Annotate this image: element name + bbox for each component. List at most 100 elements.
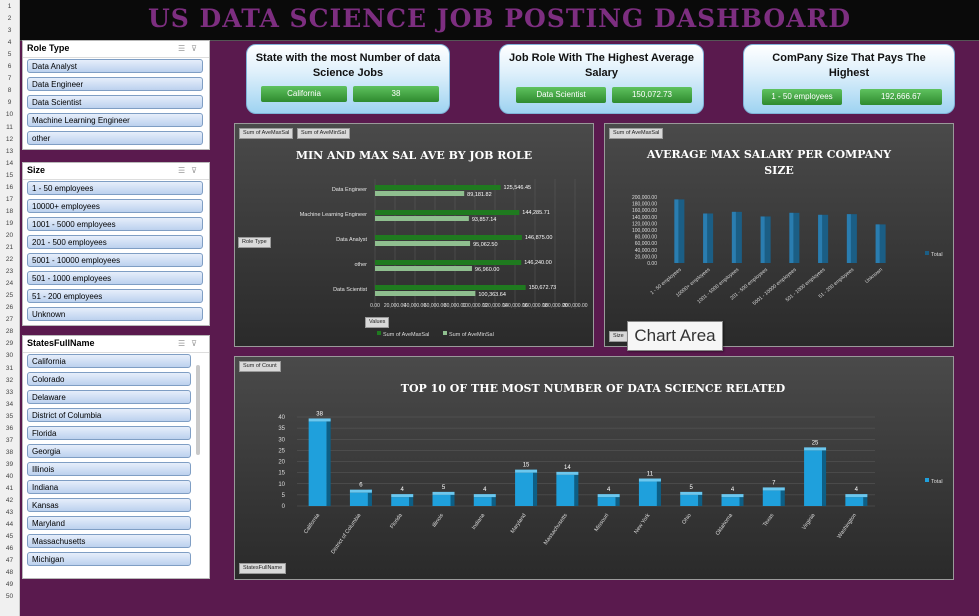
slicer-item[interactable]: Illinois	[27, 462, 191, 476]
field-button[interactable]: Sum of AveMaxSal	[609, 128, 664, 139]
clear-filter-icon[interactable]: ⊽	[191, 44, 203, 53]
chart-top-states[interactable]: TOP 10 OF THE MOST NUMBER OF DATA SCIENC…	[234, 356, 954, 580]
slicer-item[interactable]: Unknown	[27, 307, 203, 321]
clear-filter-icon[interactable]: ⊽	[191, 339, 203, 348]
column-bar[interactable]	[731, 211, 742, 263]
bar-max-salary[interactable]	[375, 235, 522, 240]
data-label: 14	[564, 465, 571, 471]
slicer-item[interactable]: Maryland	[27, 516, 191, 530]
row-number: 39	[5, 460, 14, 468]
bar-min-salary[interactable]	[375, 216, 469, 221]
y-tick-label: 200,000.00	[632, 195, 657, 201]
x-tick-label: 40,000.00	[404, 303, 426, 309]
slicer-item[interactable]: 10000+ employees	[27, 199, 203, 213]
row-number: 41	[5, 485, 14, 492]
column-bar[interactable]	[703, 213, 714, 264]
bar-max-salary[interactable]	[375, 285, 526, 290]
slicer-item[interactable]: Indiana	[27, 480, 191, 494]
column-bar[interactable]	[674, 199, 685, 263]
chart-company-size-salary[interactable]: AVERAGE MAX SALARY PER COMPANY SIZE 0.00 20…	[604, 123, 954, 347]
data-label: 4	[401, 487, 405, 493]
column-bar[interactable]	[789, 212, 800, 263]
row-number: 37	[5, 436, 14, 444]
column-bar[interactable]	[818, 214, 829, 263]
data-label: 25	[812, 440, 819, 446]
column-bar[interactable]	[680, 494, 699, 506]
column-bar[interactable]	[845, 497, 864, 506]
column-bar[interactable]	[473, 497, 492, 506]
data-label: 146,875.00	[525, 235, 553, 241]
slicer-item[interactable]: other	[27, 131, 203, 145]
column-bar[interactable]	[308, 421, 327, 506]
states-slicer[interactable]: StatesFullName ☰⊽ California Colorado Dela…	[22, 335, 210, 579]
column-bar[interactable]	[556, 474, 575, 506]
slicer-item[interactable]: 501 - 1000 employees	[27, 271, 203, 285]
column-bar[interactable]	[875, 224, 886, 263]
slicer-item[interactable]: District of Columbia	[27, 408, 191, 422]
multi-select-icon[interactable]: ☰	[177, 339, 192, 348]
bar-min-salary[interactable]	[375, 266, 472, 271]
column-bar-top	[804, 447, 827, 451]
field-button[interactable]: Sum of Count	[239, 361, 281, 372]
slicer-item[interactable]: Data Engineer	[27, 77, 203, 91]
column-bar[interactable]	[349, 492, 368, 506]
multi-select-icon[interactable]: ☰	[177, 44, 192, 53]
slicer-item[interactable]: Massachusetts	[27, 534, 191, 548]
column-bar-highlight	[674, 199, 679, 263]
axis-field-button[interactable]: StatesFullName	[239, 563, 287, 574]
column-bar[interactable]	[846, 214, 857, 263]
slicer-item[interactable]: Machine Learning Engineer	[27, 113, 203, 127]
row-number: 2	[7, 15, 12, 23]
bar-min-salary[interactable]	[375, 241, 471, 246]
x-tick-label: 160,000.00	[522, 303, 547, 309]
size-slicer[interactable]: Size ☰⊽ 1 - 50 employees 10000+ employees…	[22, 162, 210, 326]
slicer-item[interactable]: Georgia	[27, 444, 191, 458]
bar-max-salary[interactable]	[375, 185, 501, 190]
axis-field-button[interactable]: Role Type	[238, 237, 271, 248]
bar-max-salary[interactable]	[375, 210, 520, 215]
column-bar-highlight	[789, 212, 794, 263]
column-bar[interactable]	[804, 450, 823, 506]
bar-min-salary[interactable]	[375, 191, 465, 196]
slicer-item[interactable]: 5001 - 10000 employees	[27, 253, 203, 267]
y-tick-label: 60,000.00	[635, 241, 657, 247]
slicer-item[interactable]: Data Analyst	[27, 59, 203, 73]
field-button[interactable]: Sum of AveMaxSal	[239, 128, 294, 139]
field-button[interactable]: Sum of AveMinSal	[297, 128, 350, 139]
slicer-item[interactable]: Colorado	[27, 372, 191, 386]
column-bar[interactable]	[762, 490, 781, 506]
column-bar[interactable]	[597, 497, 616, 506]
slicer-item[interactable]: 51 - 200 employees	[27, 289, 203, 303]
axis-field-button[interactable]: Size	[609, 331, 628, 342]
clear-filter-icon[interactable]: ⊽	[191, 166, 203, 175]
column-bar[interactable]	[432, 494, 451, 506]
row-number: 7	[7, 75, 12, 83]
role-type-slicer[interactable]: Role Type ☰⊽ Data Analyst Data Engineer Da…	[22, 40, 210, 150]
slicer-item[interactable]: Delaware	[27, 390, 191, 404]
bar-max-salary[interactable]	[375, 260, 522, 265]
slicer-item[interactable]: 1001 - 5000 employees	[27, 217, 203, 231]
slicer-item[interactable]: Florida	[27, 426, 191, 440]
y-tick-label: 120,000.00	[632, 221, 657, 227]
column-bar[interactable]	[515, 472, 534, 506]
column-bar[interactable]	[760, 216, 771, 263]
row-number: 50	[5, 593, 14, 601]
y-tick-label: 20,000.00	[635, 254, 657, 260]
row-number: 24	[5, 280, 14, 288]
multi-select-icon[interactable]: ☰	[177, 166, 192, 175]
slicer-item[interactable]: California	[27, 354, 191, 368]
column-bar[interactable]	[391, 497, 410, 506]
slicer-item[interactable]: Michigan	[27, 552, 191, 566]
bar-min-salary[interactable]	[375, 291, 476, 296]
column-bar[interactable]	[721, 497, 740, 506]
kpi-top-state: State with the most Number of data Scien…	[246, 44, 450, 114]
chart-job-role-salary[interactable]: MIN AND MAX SAL AVE BY JOB ROLE 0.00 20,00…	[234, 123, 594, 347]
slicer-item[interactable]: Kansas	[27, 498, 191, 512]
row-number: 36	[5, 424, 14, 432]
slicer-item[interactable]: 1 - 50 employees	[27, 181, 203, 195]
slicer-item[interactable]: Data Scientist	[27, 95, 203, 109]
states-slicer-scrollbar[interactable]	[196, 365, 200, 455]
column-bar[interactable]	[638, 481, 657, 506]
values-field-button[interactable]: Values	[365, 317, 390, 328]
slicer-item[interactable]: 201 - 500 employees	[27, 235, 203, 249]
